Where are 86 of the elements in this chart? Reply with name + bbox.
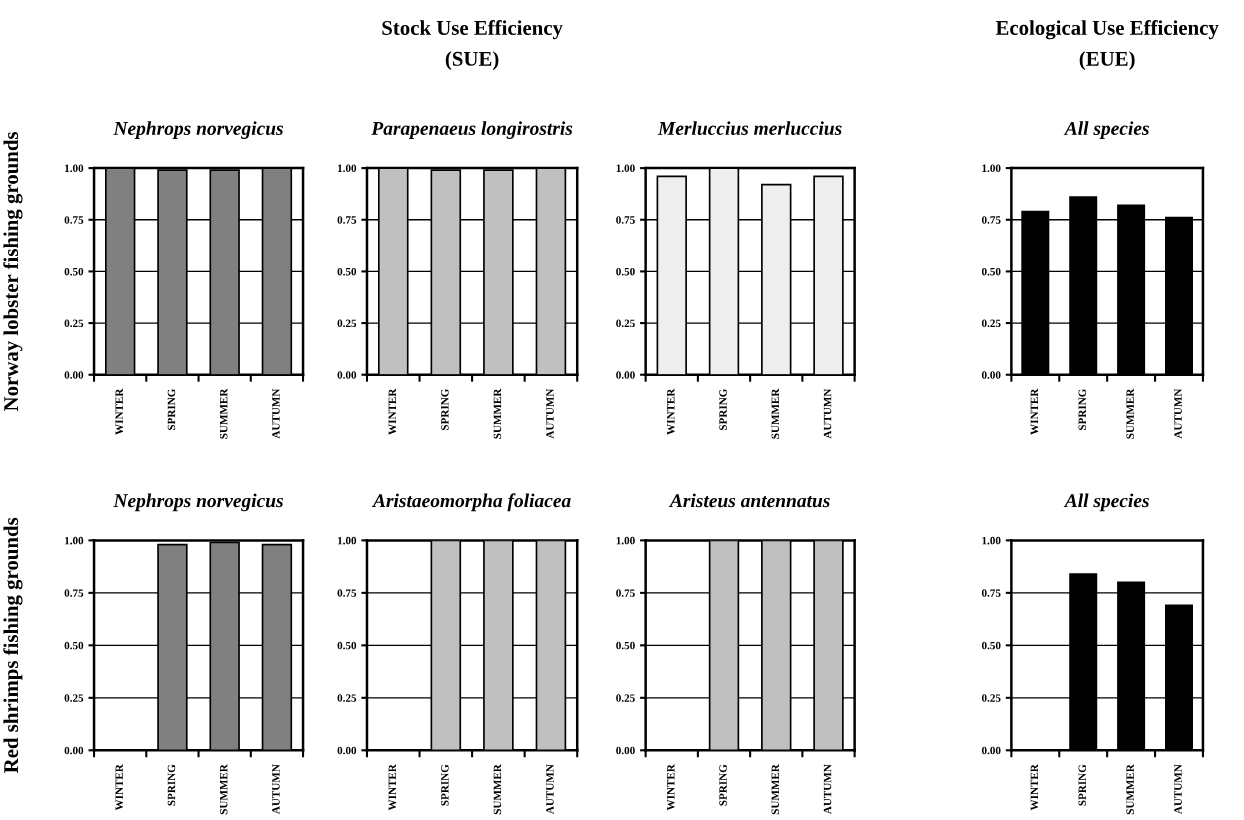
- y-tick-label: 0.25: [616, 694, 635, 702]
- y-tick-label: 1.00: [616, 164, 635, 173]
- chart-title: Aristaeomorpha foliacea: [371, 493, 571, 512]
- x-tick-label: SUMMER: [493, 388, 502, 439]
- x-tick-label: WINTER: [1030, 388, 1039, 435]
- x-tick-label: SUMMER: [219, 764, 228, 815]
- x-tick-label: SPRING: [719, 388, 727, 431]
- text: Stock Use Efficiency: [382, 20, 563, 40]
- y-tick-label: 0.75: [616, 589, 635, 597]
- y-tick-label: 0.00: [981, 371, 1001, 379]
- x-tick-label: AUTUMN: [272, 764, 280, 815]
- x-tick-label: SPRING: [719, 764, 727, 806]
- y-axis-title: Norway lobster fishing grounds: [3, 131, 23, 412]
- y-tick-label: 0.25: [337, 319, 357, 328]
- chart-title: Parapenaeus longirostris: [371, 121, 573, 139]
- y-tick-label: 0.75: [981, 589, 1001, 597]
- y-tick-label: 0.00: [64, 746, 84, 755]
- y-tick-label: 0.50: [64, 267, 84, 276]
- x-tick-label: SPRING: [167, 388, 176, 431]
- y-tick-label: 0.50: [337, 641, 357, 650]
- x-tick-label: SUMMER: [1126, 764, 1134, 815]
- y-tick-label: 0.50: [616, 267, 635, 276]
- y-tick-label: 0.75: [64, 589, 84, 597]
- y-tick-label: 1.00: [65, 164, 84, 173]
- y-tick-label: 1.00: [338, 164, 357, 173]
- chart-title: Merluccius merluccius: [657, 121, 842, 135]
- x-tick-label: AUTUMN: [272, 388, 280, 439]
- text: Ecological Use Efficiency: [995, 20, 1219, 40]
- x-tick-label: AUTUMN: [546, 388, 554, 439]
- y-tick-label: 0.25: [337, 694, 357, 702]
- text: (SUE): [445, 51, 499, 71]
- y-tick-label: 0.00: [616, 746, 635, 755]
- y-tick-label: 0.50: [981, 267, 1001, 276]
- y-tick-label: 0.00: [616, 371, 635, 379]
- chart-title: All species: [1063, 493, 1149, 512]
- x-tick-label: AUTUMN: [823, 764, 832, 815]
- chart-title: All species: [1063, 121, 1149, 139]
- y-tick-label: 0.25: [981, 319, 1001, 328]
- x-tick-label: SUMMER: [219, 388, 228, 439]
- x-tick-label: WINTER: [388, 388, 397, 435]
- y-tick-label: 0.00: [981, 746, 1001, 755]
- x-tick-label: WINTER: [667, 764, 675, 811]
- y-tick-label: 0.50: [337, 267, 357, 276]
- x-tick-label: SPRING: [1078, 764, 1086, 806]
- y-tick-label: 0.00: [337, 371, 357, 379]
- text: (EUE): [1079, 51, 1135, 71]
- y-tick-label: 1.00: [982, 164, 1001, 173]
- chart-title: Nephrops norvegicus: [113, 493, 284, 512]
- x-tick-label: SPRING: [167, 764, 176, 806]
- y-tick-label: 0.75: [337, 589, 357, 597]
- y-tick-label: 0.25: [616, 319, 635, 328]
- y-tick-label: 0.00: [64, 371, 84, 379]
- x-tick-label: SPRING: [441, 388, 449, 431]
- y-tick-label: 0.25: [981, 694, 1001, 702]
- y-tick-label: 0.00: [337, 746, 357, 755]
- x-tick-label: WINTER: [115, 388, 124, 435]
- y-tick-label: 0.50: [616, 641, 635, 650]
- y-tick-label: 0.50: [981, 641, 1001, 650]
- x-tick-label: WINTER: [388, 764, 397, 811]
- y-tick-label: 0.75: [64, 216, 84, 224]
- x-tick-label: SUMMER: [771, 388, 780, 439]
- x-tick-label: AUTUMN: [823, 388, 832, 439]
- x-tick-label: AUTUMN: [1174, 388, 1182, 439]
- y-tick-label: 0.25: [64, 319, 84, 328]
- y-tick-label: 0.75: [981, 216, 1001, 224]
- chart-title: Aristeus antennatus: [668, 493, 830, 508]
- x-tick-label: SPRING: [1078, 388, 1086, 431]
- y-tick-label: 1.00: [982, 536, 1001, 545]
- x-tick-label: AUTUMN: [1174, 764, 1182, 815]
- x-tick-label: SUMMER: [771, 764, 780, 815]
- y-tick-label: 0.25: [64, 694, 84, 702]
- y-tick-label: 0.75: [337, 216, 357, 224]
- x-tick-label: SUMMER: [1126, 388, 1134, 439]
- x-tick-label: SUMMER: [493, 764, 502, 815]
- x-tick-label: SPRING: [441, 764, 449, 806]
- chart-title: Nephrops norvegicus: [113, 121, 284, 139]
- y-tick-label: 1.00: [616, 536, 635, 545]
- x-tick-label: WINTER: [667, 388, 675, 435]
- y-tick-label: 0.75: [616, 216, 635, 224]
- x-tick-label: AUTUMN: [546, 764, 554, 815]
- x-tick-label: WINTER: [115, 764, 124, 811]
- x-tick-label: WINTER: [1030, 764, 1039, 811]
- y-tick-label: 0.50: [64, 641, 84, 650]
- y-axis-title: Red shrimps fishing grounds: [3, 517, 23, 774]
- y-tick-label: 1.00: [338, 536, 357, 545]
- y-tick-label: 1.00: [65, 536, 84, 545]
